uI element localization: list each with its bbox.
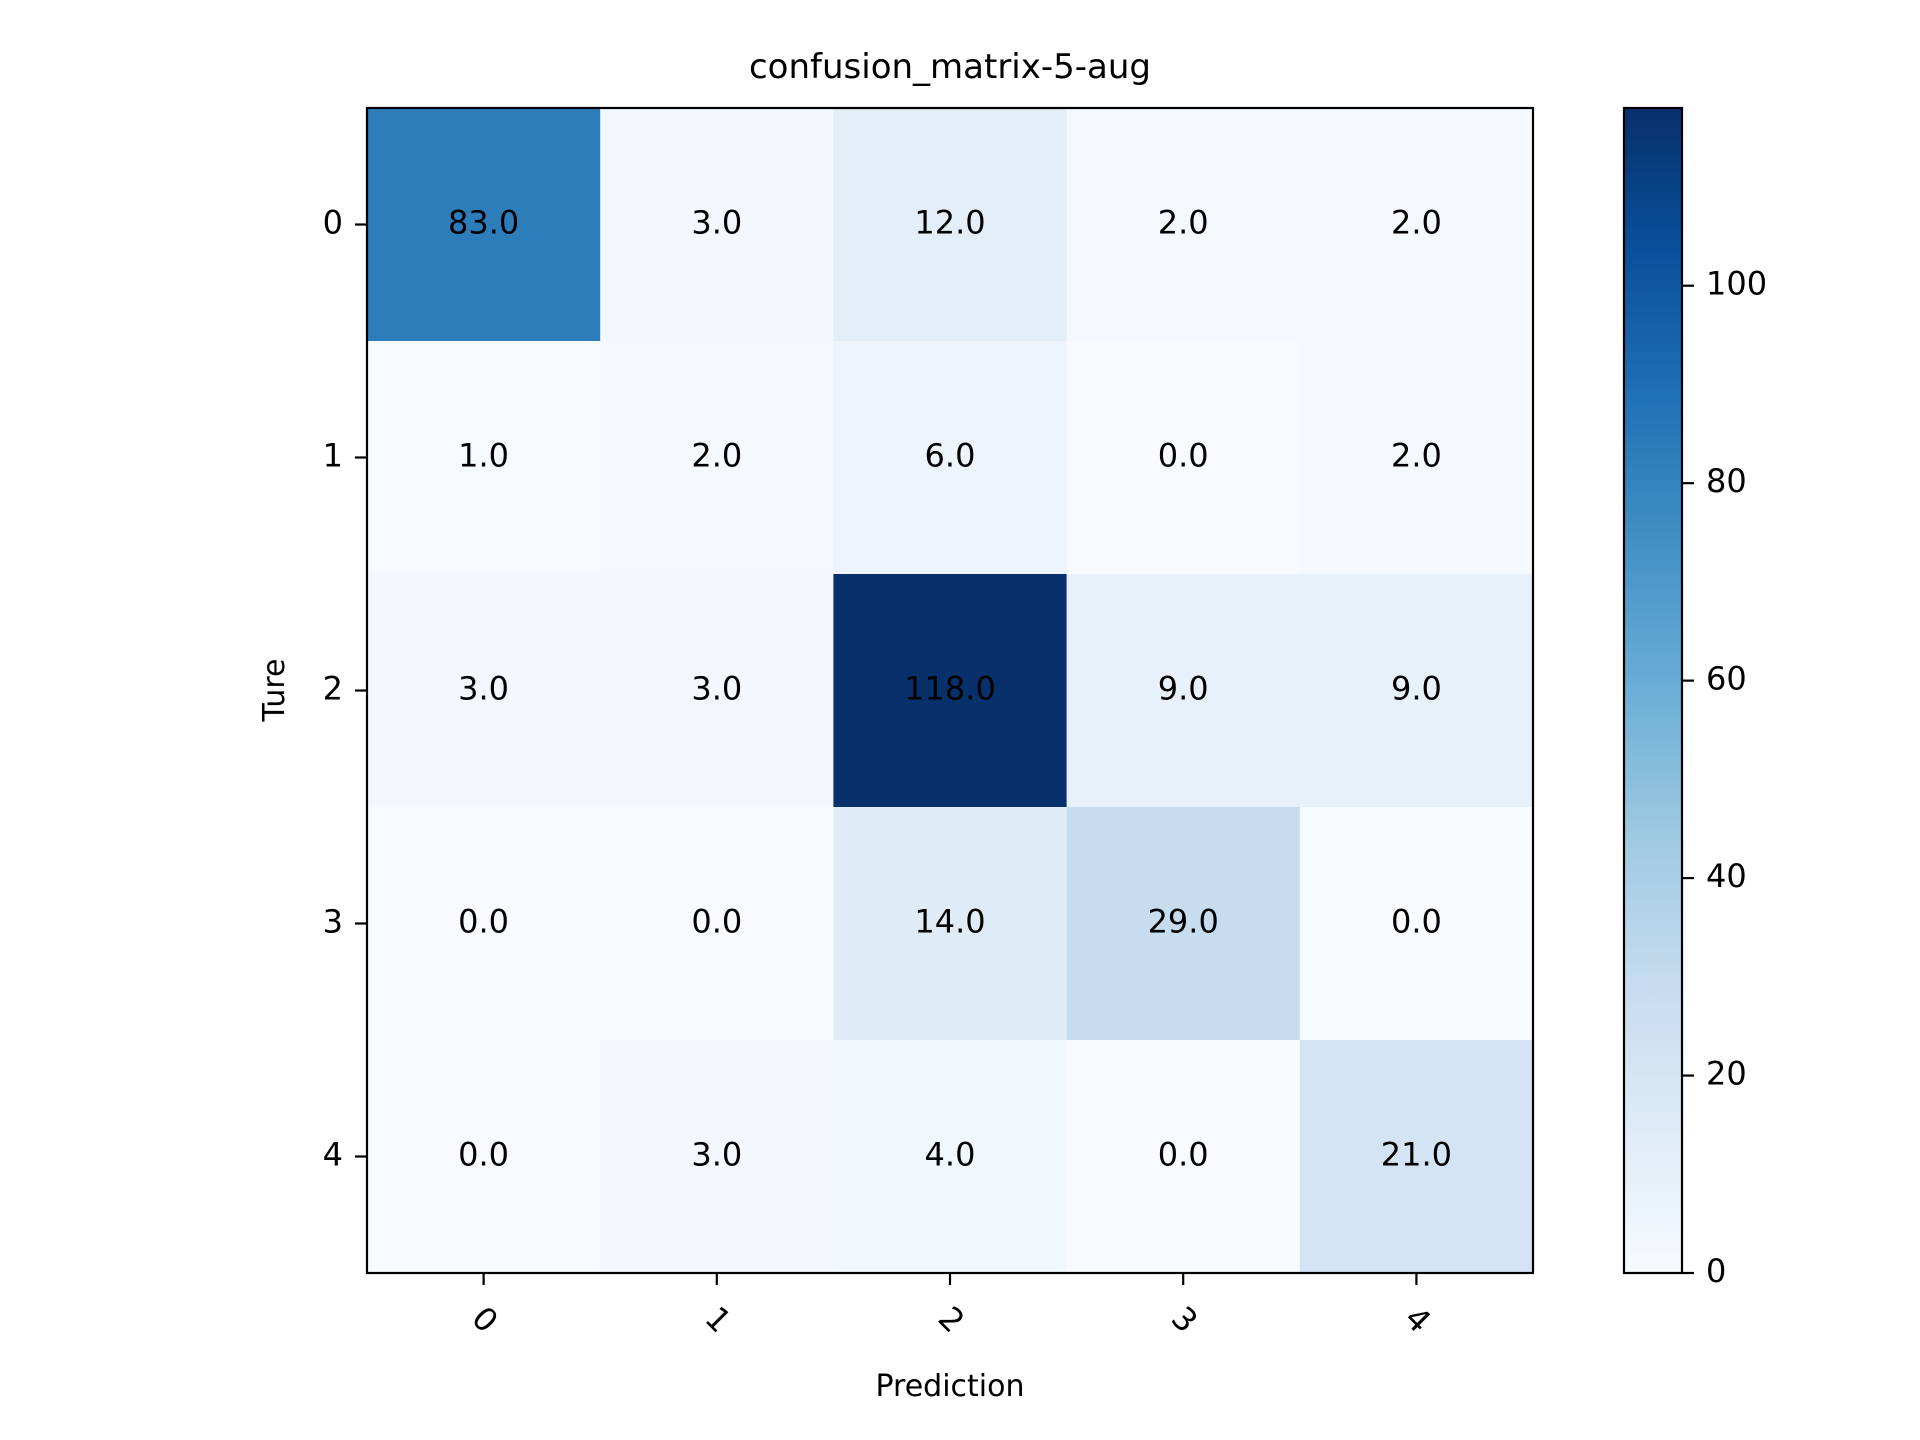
y-tick-label-3: 3 bbox=[323, 903, 343, 941]
cell-label-r0-c3: 2.0 bbox=[1158, 204, 1209, 242]
cell-label-r4-c0: 0.0 bbox=[458, 1136, 509, 1174]
heatmap-cell-r4-c0 bbox=[367, 1040, 601, 1274]
x-tick-label-2: 2 bbox=[931, 1299, 972, 1340]
cell-label-r4-c1: 3.0 bbox=[691, 1136, 742, 1174]
cell-label-r1-c4: 2.0 bbox=[1391, 437, 1442, 475]
heatmap-cell-r1-c1 bbox=[600, 341, 834, 575]
cell-label-r1-c3: 0.0 bbox=[1158, 437, 1209, 475]
colorbar-tick-label-5: 100 bbox=[1706, 265, 1767, 303]
heatmap-cell-r4-c1 bbox=[600, 1040, 834, 1274]
heatmap-cells bbox=[367, 108, 1534, 1274]
heatmap-cell-r2-c4 bbox=[1299, 574, 1534, 808]
cell-label-r3-c1: 0.0 bbox=[691, 903, 742, 941]
heatmap-cell-r0-c0 bbox=[367, 108, 601, 342]
heatmap-cell-r1-c3 bbox=[1066, 341, 1301, 575]
heatmap-cell-r0-c4 bbox=[1299, 108, 1534, 342]
colorbar-frame bbox=[1622, 106, 1684, 1275]
cell-label-r2-c4: 9.0 bbox=[1391, 670, 1442, 708]
y-tick-label-2: 2 bbox=[323, 670, 343, 708]
colorbar-tick-label-4: 80 bbox=[1706, 462, 1747, 500]
heatmap-cell-r4-c3 bbox=[1066, 1040, 1301, 1274]
heatmap-cell-r3-c3 bbox=[1066, 807, 1301, 1041]
x-tick-label-0: 0 bbox=[464, 1299, 505, 1340]
heatmap-cell-r3-c1 bbox=[600, 807, 834, 1041]
cell-label-r3-c2: 14.0 bbox=[914, 903, 985, 941]
heatmap-cell-r2-c0 bbox=[367, 574, 601, 808]
cell-label-r3-c0: 0.0 bbox=[458, 903, 509, 941]
heatmap-cell-r3-c0 bbox=[367, 807, 601, 1041]
heatmap-cell-r1-c2 bbox=[833, 341, 1068, 575]
colorbar-ticks: 0 20 40 60 80 100 bbox=[1682, 265, 1767, 1290]
cell-label-r1-c2: 6.0 bbox=[925, 437, 976, 475]
x-axis-label: Prediction bbox=[875, 1369, 1024, 1404]
cell-label-r0-c4: 2.0 bbox=[1391, 204, 1442, 242]
cell-label-r0-c1: 3.0 bbox=[691, 204, 742, 242]
cell-label-r0-c2: 12.0 bbox=[914, 204, 985, 242]
x-axis-ticks: 0 1 2 3 4 bbox=[464, 1273, 1438, 1340]
cell-label-r3-c3: 29.0 bbox=[1148, 903, 1219, 941]
heatmap-cell-r2-c2 bbox=[833, 574, 1068, 808]
heatmap-cell-r2-c3 bbox=[1066, 574, 1301, 808]
heatmap-cell-r3-c2 bbox=[833, 807, 1068, 1041]
cell-label-r2-c0: 3.0 bbox=[458, 670, 509, 708]
heatmap-cell-r4-c2 bbox=[833, 1040, 1068, 1274]
cell-label-r1-c0: 1.0 bbox=[458, 437, 509, 475]
cell-label-r2-c3: 9.0 bbox=[1158, 670, 1209, 708]
cell-label-r4-c3: 0.0 bbox=[1158, 1136, 1209, 1174]
cell-label-r3-c4: 0.0 bbox=[1391, 903, 1442, 941]
x-tick-label-3: 3 bbox=[1164, 1299, 1205, 1340]
y-axis-ticks: 0 1 2 3 4 bbox=[323, 204, 367, 1174]
heatmap-cell-labels: 83.0 3.0 12.0 2.0 2.0 1.0 2.0 6.0 0.0 2.0 3.0 3.0 11… bbox=[448, 204, 1452, 1174]
y-axis-label: Ture bbox=[257, 659, 292, 723]
cell-label-r2-c2: 118.0 bbox=[904, 670, 996, 708]
heatmap-cell-r0-c1 bbox=[600, 108, 834, 342]
heatmap-cell-r0-c3 bbox=[1066, 108, 1301, 342]
colorbar-tick-label-1: 20 bbox=[1706, 1055, 1747, 1093]
x-tick-label-4: 4 bbox=[1397, 1299, 1438, 1340]
cell-label-r0-c0: 83.0 bbox=[448, 204, 519, 242]
colorbar-tick-label-0: 0 bbox=[1706, 1252, 1726, 1290]
y-tick-label-1: 1 bbox=[323, 437, 343, 475]
y-tick-label-0: 0 bbox=[323, 204, 343, 242]
colorbar-tick-label-2: 40 bbox=[1706, 857, 1747, 895]
cell-label-r2-c1: 3.0 bbox=[691, 670, 742, 708]
heatmap-cell-r4-c4 bbox=[1299, 1040, 1534, 1274]
colorbar-tick-label-3: 60 bbox=[1706, 660, 1747, 698]
heatmap-cell-r2-c1 bbox=[600, 574, 834, 808]
cell-label-r4-c2: 4.0 bbox=[925, 1136, 976, 1174]
heatmap-cell-r3-c4 bbox=[1299, 807, 1534, 1041]
cell-label-r1-c1: 2.0 bbox=[691, 437, 742, 475]
heatmap-cell-r1-c0 bbox=[367, 341, 601, 575]
cell-label-r4-c4: 21.0 bbox=[1381, 1136, 1452, 1174]
colorbar-gradient bbox=[1624, 108, 1682, 1273]
heatmap-cell-r0-c2 bbox=[833, 108, 1068, 342]
x-tick-label-1: 1 bbox=[698, 1299, 739, 1340]
heatmap-cell-r1-c4 bbox=[1299, 341, 1534, 575]
chart-title: confusion_matrix-5-aug bbox=[749, 47, 1151, 87]
y-tick-label-4: 4 bbox=[323, 1136, 343, 1174]
